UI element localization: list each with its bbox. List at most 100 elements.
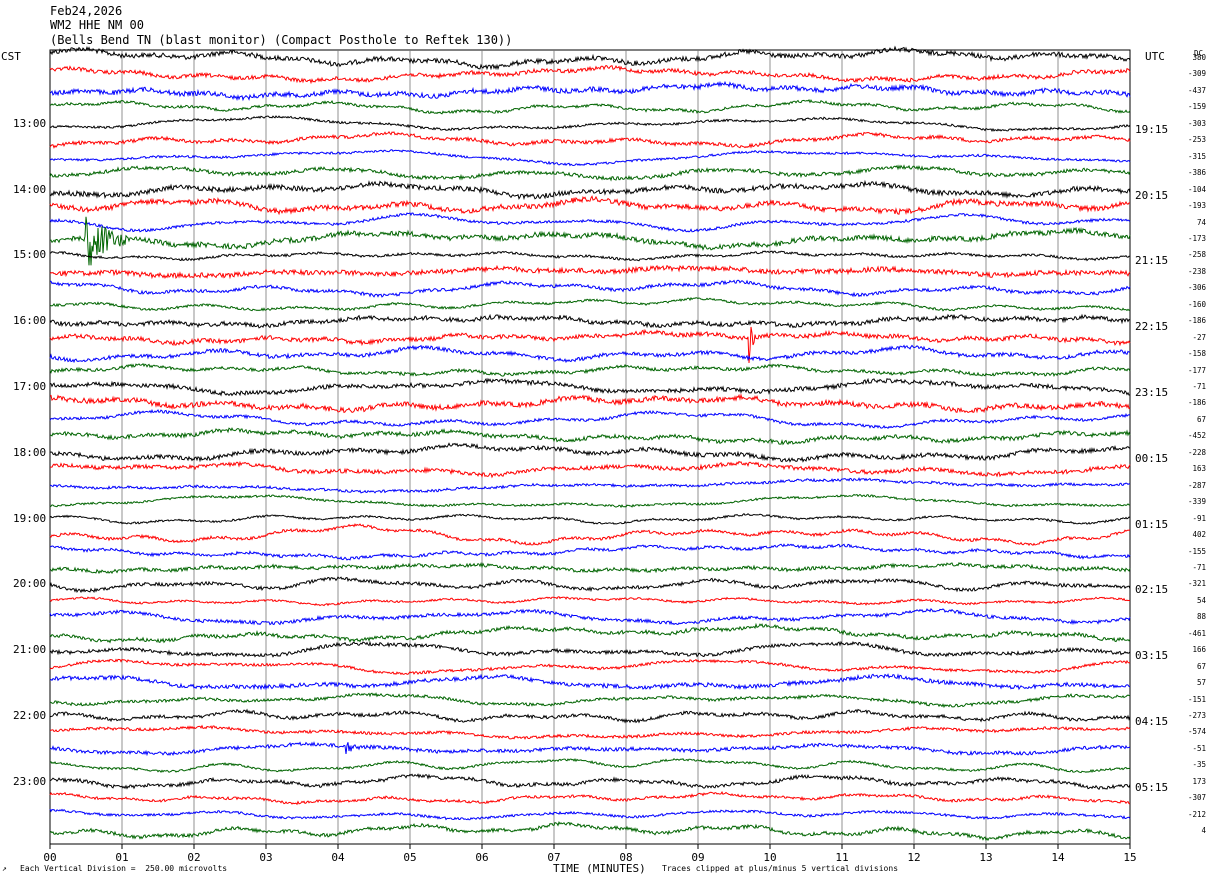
dc-offset-label: -158 bbox=[1187, 349, 1206, 359]
dc-offset-label: 67 bbox=[1196, 414, 1206, 424]
trace-line bbox=[49, 477, 1131, 494]
dc-offset-label: -91 bbox=[1192, 513, 1206, 523]
trace-line bbox=[49, 622, 1131, 644]
header-station: WM2 HHE NM 00 bbox=[50, 18, 144, 32]
dc-offset-label: 54 bbox=[1196, 595, 1206, 605]
trace-line bbox=[49, 708, 1131, 724]
trace-line bbox=[49, 442, 1131, 463]
dc-offset-label: -228 bbox=[1187, 447, 1206, 457]
trace-line bbox=[49, 561, 1131, 575]
trace-line bbox=[49, 326, 1131, 364]
x-tick-label: 12 bbox=[907, 851, 920, 864]
x-tick-label: 14 bbox=[1051, 851, 1065, 864]
dc-offset-label: -437 bbox=[1187, 85, 1206, 95]
dc-offset-label: -27 bbox=[1192, 332, 1206, 342]
dc-offset-label: 402 bbox=[1192, 530, 1206, 540]
trace-line bbox=[49, 791, 1131, 806]
x-tick-label: 15 bbox=[1123, 851, 1136, 864]
x-tick-label: 08 bbox=[619, 851, 632, 864]
dc-offset-label: -160 bbox=[1187, 299, 1206, 309]
dc-offset-label: 163 bbox=[1192, 464, 1206, 474]
trace-line bbox=[49, 179, 1131, 201]
trace-line bbox=[49, 741, 1131, 757]
trace-line bbox=[49, 493, 1131, 509]
header-description: (Bells Bend TN (blast monitor) (Compact … bbox=[50, 33, 513, 47]
trace-line bbox=[49, 64, 1131, 85]
left-hour-label: 21:00 bbox=[13, 643, 47, 657]
header-date: Feb24,2026 bbox=[50, 4, 123, 18]
x-tick-label: 03 bbox=[259, 851, 272, 864]
dc-offset-label: -71 bbox=[1192, 562, 1206, 572]
left-hour-label: 15:00 bbox=[13, 248, 47, 262]
right-hour-label: 21:15 bbox=[1135, 254, 1169, 268]
trace-line bbox=[49, 250, 1130, 262]
dc-offset-label: -159 bbox=[1187, 102, 1206, 112]
x-tick-label: 10 bbox=[763, 851, 776, 864]
dc-offset-label: -173 bbox=[1187, 233, 1206, 243]
dc-offset-label: -35 bbox=[1192, 760, 1206, 770]
left-timezone-label: CST bbox=[1, 50, 21, 63]
trace-line bbox=[49, 808, 1131, 821]
dc-offset-label: 380 bbox=[1192, 53, 1206, 62]
dc-offset-label: -104 bbox=[1187, 184, 1206, 194]
dc-offset-label: -321 bbox=[1187, 579, 1206, 589]
x-tick-label: 02 bbox=[187, 851, 200, 864]
trace-line bbox=[49, 149, 1131, 167]
trace-line bbox=[49, 692, 1131, 709]
trace-line bbox=[49, 45, 1131, 71]
dc-offset-label: -452 bbox=[1187, 431, 1206, 441]
trace-line bbox=[49, 640, 1131, 658]
dc-offset-label: -339 bbox=[1187, 497, 1206, 507]
dc-offset-label: -155 bbox=[1187, 546, 1206, 556]
corner-mark: ↗ bbox=[2, 864, 7, 873]
x-tick-label: 13 bbox=[979, 851, 992, 864]
dc-offset-label: -186 bbox=[1187, 316, 1206, 326]
x-tick-label: 04 bbox=[331, 851, 345, 864]
dc-offset-label: 166 bbox=[1192, 645, 1206, 655]
trace-line bbox=[49, 344, 1131, 364]
scale-note: Each Vertical Division = 250.00 microvol… bbox=[20, 864, 228, 873]
right-hour-label: 03:15 bbox=[1135, 649, 1169, 663]
dc-offset-label: -238 bbox=[1187, 266, 1206, 276]
trace-line bbox=[49, 460, 1131, 479]
x-tick-label: 07 bbox=[547, 851, 560, 864]
dc-offset-label: 67 bbox=[1196, 661, 1206, 671]
x-tick-label: 01 bbox=[115, 851, 128, 864]
left-hour-label: 17:00 bbox=[13, 380, 47, 393]
dc-offset-label: -258 bbox=[1187, 250, 1206, 260]
trace-line bbox=[49, 658, 1131, 676]
right-hour-label: 20:15 bbox=[1135, 188, 1169, 202]
dc-offset-label: -186 bbox=[1187, 398, 1206, 408]
trace-line bbox=[50, 279, 1131, 298]
trace-line bbox=[49, 115, 1131, 132]
x-tick-label: 05 bbox=[403, 851, 416, 864]
left-hour-label: 20:00 bbox=[13, 577, 47, 591]
dc-offset-label: 4 bbox=[1201, 826, 1206, 836]
trace-line bbox=[49, 131, 1131, 149]
trace-line bbox=[49, 523, 1131, 547]
dc-offset-label: -71 bbox=[1192, 382, 1206, 391]
dc-offset-label: -287 bbox=[1187, 480, 1206, 490]
trace-line bbox=[49, 596, 1131, 607]
trace-line bbox=[49, 408, 1131, 430]
dc-offset-label: -212 bbox=[1187, 809, 1206, 819]
x-tick-label: 00 bbox=[43, 851, 56, 864]
right-hour-label: 22:15 bbox=[1135, 320, 1169, 334]
trace-line bbox=[49, 195, 1131, 216]
trace-line bbox=[49, 264, 1131, 280]
dc-offset-label: -461 bbox=[1187, 628, 1206, 638]
left-hour-label: 18:00 bbox=[13, 445, 47, 459]
right-hour-label: 23:15 bbox=[1135, 386, 1169, 399]
trace-line bbox=[49, 513, 1131, 525]
dc-offset-label: -193 bbox=[1187, 201, 1206, 211]
right-hour-label: 19:15 bbox=[1135, 122, 1169, 136]
trace-line bbox=[49, 673, 1131, 691]
x-axis-label: TIME (MINUTES) bbox=[553, 862, 646, 875]
trace-line bbox=[49, 543, 1131, 561]
right-hour-label: 00:15 bbox=[1135, 451, 1169, 465]
trace-line bbox=[49, 212, 1131, 233]
trace-line bbox=[49, 363, 1131, 378]
trace-line bbox=[49, 821, 1131, 842]
trace-line bbox=[49, 313, 1131, 329]
